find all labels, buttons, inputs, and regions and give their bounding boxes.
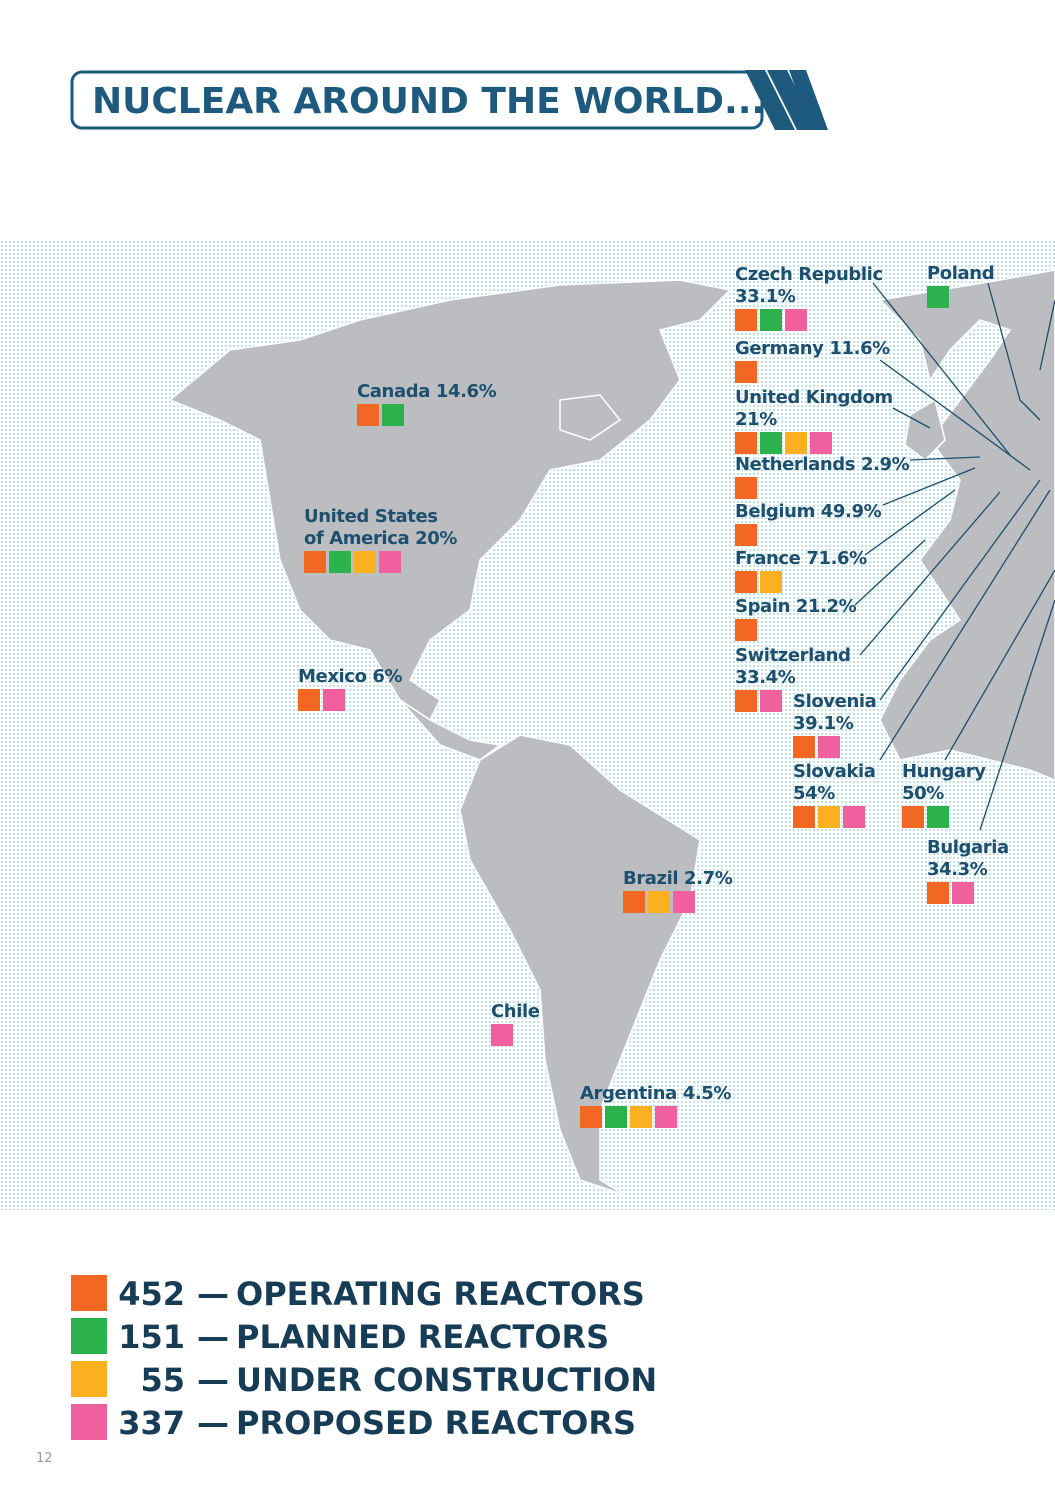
legend-swatch: [71, 1275, 107, 1311]
reactor-square: [298, 689, 320, 711]
reactor-square: [818, 806, 840, 828]
map: [0, 240, 1055, 1210]
reactor-square: [927, 286, 949, 308]
country-label: 34.3%: [927, 859, 988, 880]
reactor-square: [735, 477, 757, 499]
reactor-square: [735, 309, 757, 331]
country-label: Poland: [927, 263, 994, 284]
country-label: Hungary: [902, 761, 986, 782]
legend-label: PROPOSED REACTORS: [236, 1404, 636, 1442]
reactor-square: [735, 432, 757, 454]
country-label: Chile: [491, 1001, 540, 1022]
country-label: Argentina 4.5%: [580, 1083, 731, 1104]
reactor-square: [785, 432, 807, 454]
reactor-square: [673, 891, 695, 913]
legend-swatch: [71, 1404, 107, 1440]
country-label: 33.1%: [735, 286, 796, 307]
reactor-square: [735, 571, 757, 593]
country-label: Bulgaria: [927, 837, 1009, 858]
country-label: 39.1%: [793, 713, 854, 734]
reactor-square: [323, 689, 345, 711]
country-label: Czech Republic: [735, 264, 883, 285]
country-label: Spain 21.2%: [735, 596, 857, 617]
reactor-square: [952, 882, 974, 904]
country-label: Brazil 2.7%: [623, 868, 733, 889]
reactor-square: [760, 571, 782, 593]
legend-swatch: [71, 1318, 107, 1354]
reactor-square: [793, 736, 815, 758]
reactor-square: [735, 524, 757, 546]
title: NUCLEAR AROUND THE WORLD...: [92, 81, 765, 122]
reactor-square: [605, 1106, 627, 1128]
reactor-square: [329, 551, 351, 573]
country-label: United States: [304, 506, 438, 527]
country-label: Slovakia: [793, 761, 875, 782]
reactor-square: [630, 1106, 652, 1128]
reactor-square: [902, 806, 924, 828]
country-label: Netherlands 2.9%: [735, 454, 910, 475]
country-label: Switzerland: [735, 645, 851, 666]
legend-label: PLANNED REACTORS: [236, 1318, 609, 1356]
legend-count: 55: [140, 1361, 185, 1399]
reactor-square: [491, 1024, 513, 1046]
reactor-square: [760, 309, 782, 331]
reactor-square: [354, 551, 376, 573]
reactor-square: [379, 551, 401, 573]
reactor-square: [655, 1106, 677, 1128]
reactor-square: [843, 806, 865, 828]
legend-separator: —: [197, 1275, 229, 1313]
country-label: 21%: [735, 409, 777, 430]
reactor-square: [580, 1106, 602, 1128]
legend-count: 337: [118, 1404, 185, 1442]
reactor-square: [304, 551, 326, 573]
country-label: 33.4%: [735, 667, 796, 688]
legend-separator: —: [197, 1361, 229, 1399]
reactor-square: [357, 404, 379, 426]
country-label: 50%: [902, 783, 944, 804]
country-label: of America 20%: [304, 528, 457, 549]
country-label: Belgium 49.9%: [735, 501, 882, 522]
legend-separator: —: [197, 1404, 229, 1442]
reactor-square: [760, 432, 782, 454]
country-label: Mexico 6%: [298, 666, 403, 687]
legend-label: OPERATING REACTORS: [236, 1275, 645, 1313]
reactor-square: [735, 361, 757, 383]
reactor-square: [785, 309, 807, 331]
reactor-square: [382, 404, 404, 426]
country-label: Germany 11.6%: [735, 338, 890, 359]
legend-separator: —: [197, 1318, 229, 1356]
page-number: 12: [36, 1451, 53, 1466]
reactor-square: [735, 690, 757, 712]
country-label: Canada 14.6%: [357, 381, 497, 402]
country-label: Slovenia: [793, 691, 876, 712]
country-label: United Kingdom: [735, 387, 893, 408]
reactor-square: [648, 891, 670, 913]
reactor-square: [623, 891, 645, 913]
legend-count: 151: [118, 1318, 185, 1356]
legend-count: 452: [118, 1275, 185, 1313]
reactor-square: [735, 619, 757, 641]
reactor-square: [818, 736, 840, 758]
legend-swatch: [71, 1361, 107, 1397]
reactor-square: [927, 882, 949, 904]
country-label: 54%: [793, 783, 835, 804]
leader-lines: [854, 282, 1055, 831]
reactor-square: [927, 806, 949, 828]
reactor-square: [810, 432, 832, 454]
country-label: France 71.6%: [735, 548, 867, 569]
reactor-square: [760, 690, 782, 712]
reactor-square: [793, 806, 815, 828]
legend-label: UNDER CONSTRUCTION: [236, 1361, 657, 1399]
title-banner: NUCLEAR AROUND THE WORLD...: [70, 70, 828, 130]
